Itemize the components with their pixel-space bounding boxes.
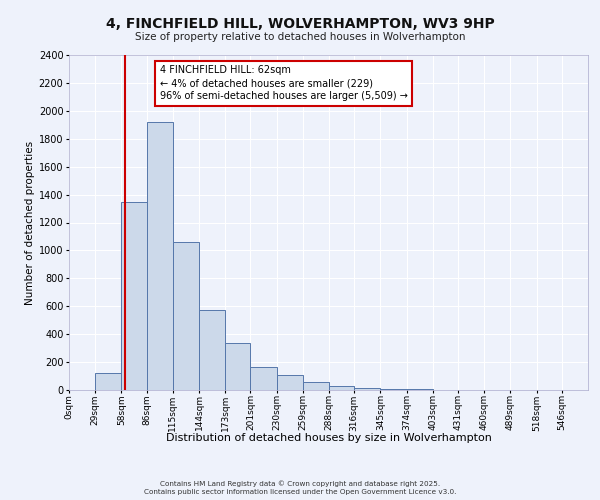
Text: 4, FINCHFIELD HILL, WOLVERHAMPTON, WV3 9HP: 4, FINCHFIELD HILL, WOLVERHAMPTON, WV3 9… [106,18,494,32]
Bar [354,388,380,390]
Text: 4 FINCHFIELD HILL: 62sqm
← 4% of detached houses are smaller (229)
96% of semi-d: 4 FINCHFIELD HILL: 62sqm ← 4% of detache… [160,65,408,102]
X-axis label: Distribution of detached houses by size in Wolverhampton: Distribution of detached houses by size … [166,434,491,444]
Bar [225,343,250,390]
Bar [146,122,173,390]
Y-axis label: Number of detached properties: Number of detached properties [25,140,35,304]
Text: Size of property relative to detached houses in Wolverhampton: Size of property relative to detached ho… [135,32,465,42]
Bar [277,376,303,390]
Bar [250,367,277,390]
Bar [380,389,407,390]
Bar [303,382,329,390]
Bar [199,310,225,390]
Bar [329,386,354,390]
Bar [121,202,146,390]
Text: Contains HM Land Registry data © Crown copyright and database right 2025.: Contains HM Land Registry data © Crown c… [160,480,440,487]
Bar [173,242,199,390]
Text: Contains public sector information licensed under the Open Government Licence v3: Contains public sector information licen… [144,489,456,495]
Bar [95,372,121,390]
